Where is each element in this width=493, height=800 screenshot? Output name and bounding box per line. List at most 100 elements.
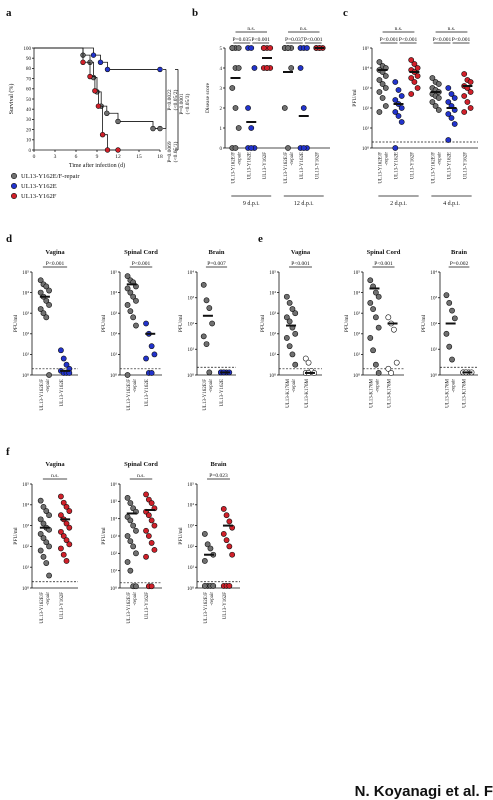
subplot-title: Spinal Cord [124, 249, 158, 256]
data-point [251, 65, 258, 71]
group-label: UL13-Y162E/F [432, 152, 437, 184]
group-label: UL13-Y162E [300, 152, 305, 180]
data-point [435, 107, 442, 113]
data-point [226, 583, 233, 589]
survival-end-marker [157, 125, 163, 132]
survival-event-marker [87, 73, 93, 80]
data-point [148, 500, 155, 506]
data-point [283, 293, 290, 300]
data-point [393, 359, 400, 366]
data-point [448, 91, 455, 97]
x-tick-label: 15 [136, 154, 142, 160]
data-point [292, 330, 299, 337]
data-point [127, 308, 134, 315]
data-point [449, 307, 455, 314]
timepoint-label: 12 d.p.i. [294, 201, 314, 207]
data-point [382, 73, 389, 79]
data-point [235, 65, 242, 71]
legend-marker [11, 183, 18, 190]
group-label-cont: -repair [385, 152, 390, 166]
data-point [281, 105, 288, 111]
data-point [292, 361, 299, 368]
y-axis-label: PFU/ml [352, 89, 358, 107]
group-label-cont: -repair [210, 592, 215, 606]
y-axis-label: PFU/ml [260, 314, 266, 332]
y-tick-label: 10³ [23, 523, 30, 529]
comparison-pvalue: P=0.002 [450, 261, 469, 267]
data-point [392, 97, 399, 103]
y-tick-label: 10⁰ [269, 373, 276, 379]
data-point [46, 287, 52, 294]
subplot-title: Brain [451, 249, 467, 256]
data-point [292, 310, 299, 317]
comparison-pvalue: P<0.001 [433, 37, 452, 43]
y-tick-label: 10¹ [270, 352, 277, 358]
pvalue-annotation-threshold: (<0.05/3) [184, 93, 191, 114]
y-tick-label: 10¹ [354, 352, 361, 358]
data-point [445, 111, 452, 117]
y-tick-label: 10⁴ [353, 290, 360, 296]
data-point [232, 145, 239, 151]
group-label: UL13-Y162F [410, 152, 415, 179]
y-tick-label: 10¹ [23, 565, 30, 571]
y-tick-label: 10⁰ [22, 586, 29, 592]
data-point [148, 540, 155, 546]
panel-letter-f: f [6, 446, 10, 458]
comparison-pvalue: P=0.035 [233, 37, 252, 43]
y-tick-label: 10² [111, 551, 118, 557]
data-point [148, 517, 155, 524]
data-point [305, 359, 312, 366]
group-label: UL13-Y162E/F [232, 152, 237, 184]
panel-letters: a b c d e f [6, 7, 348, 458]
y-tick-label: 0 [29, 149, 32, 154]
data-point [200, 333, 207, 340]
data-point [63, 503, 70, 510]
panel-d-tissue-titer-row: Vagina 10⁰ 10¹ 10² 10³ 10⁴ 10⁵ PFU/ml UL13-Y162E… [13, 249, 236, 411]
y-tick-label: 10⁰ [110, 586, 117, 592]
data-point [124, 302, 131, 308]
data-point [58, 512, 64, 519]
data-point [429, 75, 436, 81]
data-point [143, 553, 149, 560]
y-axis-label: Disease score [205, 82, 211, 113]
group-label-cont: -repair [292, 379, 297, 393]
group-label: UL13-K176M [388, 378, 393, 407]
subplot-title: Brain [209, 249, 225, 256]
data-point [408, 75, 415, 81]
data-point [232, 105, 239, 111]
survival-event-marker [95, 103, 102, 109]
pvalue-annotation: P<0.0022 [167, 89, 173, 111]
data-point [395, 87, 402, 93]
subplot-title: Vagina [45, 461, 65, 468]
survival-event-marker [97, 59, 104, 65]
data-point [200, 281, 207, 288]
y-tick-label: 10⁶ [110, 482, 117, 488]
group-label: UL13-Y162F [60, 592, 65, 619]
data-point [297, 65, 304, 71]
panel-letter-b: b [192, 7, 198, 19]
data-point [124, 494, 131, 501]
timepoint-label: 2 d.p.i. [390, 201, 407, 207]
data-point [130, 293, 137, 300]
data-point [411, 79, 418, 85]
y-tick-label: 10 [26, 139, 32, 144]
data-point [43, 560, 50, 566]
y-axis-label: PFU/ml [101, 314, 107, 332]
group-label-cont: -repair [238, 152, 243, 166]
y-tick-label: 70 [26, 77, 32, 82]
data-point [226, 543, 233, 550]
data-point [435, 81, 442, 87]
group-label-cont: -repair [290, 152, 295, 166]
y-axis-label: PFU/ml [13, 314, 19, 332]
y-tick-label: 10⁵ [110, 499, 117, 505]
y-tick-label: 2 [220, 107, 223, 112]
data-point [203, 297, 210, 304]
data-point [372, 289, 379, 296]
data-point [40, 310, 47, 317]
comparison-pvalue: P=0.007 [207, 261, 226, 267]
data-point [443, 330, 450, 337]
data-point [60, 499, 67, 506]
data-point [376, 89, 383, 95]
comparison-pvalue: n.s. [448, 26, 456, 32]
data-point [235, 45, 242, 51]
